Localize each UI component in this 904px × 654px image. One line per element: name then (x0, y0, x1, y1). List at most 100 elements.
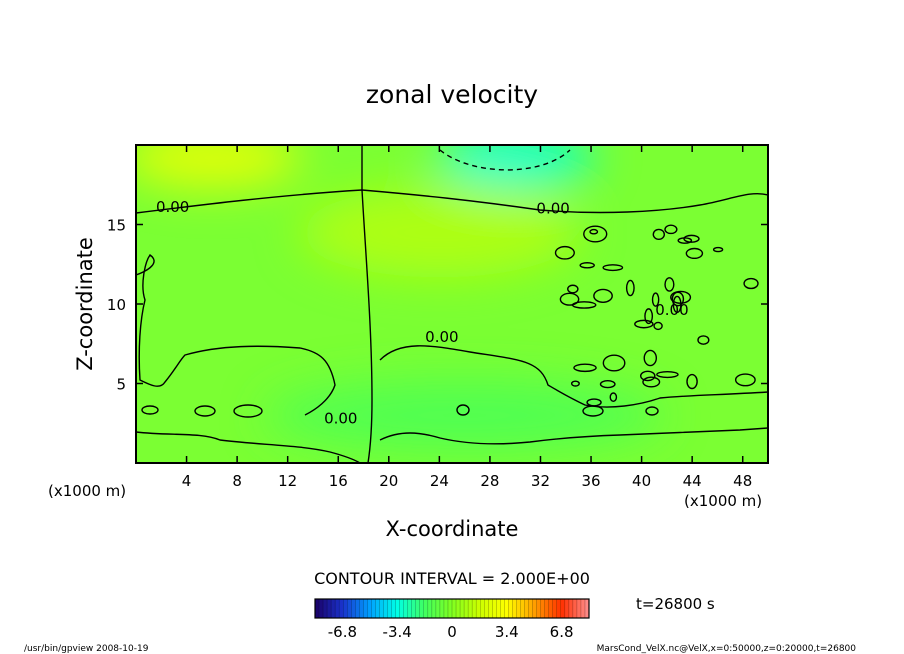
colorbar-cell (484, 599, 489, 618)
contour-cell (593, 288, 613, 303)
colorbar-cell (315, 599, 320, 618)
colorbar-cell (584, 599, 590, 618)
colorbar-cell (335, 599, 340, 618)
colorbar-cell (399, 599, 405, 618)
contour-cell (643, 349, 658, 367)
colorbar-cell (480, 599, 485, 618)
colorbar-cell (327, 599, 332, 618)
contour-cell (602, 354, 626, 372)
chart-title: zonal velocity (366, 80, 538, 109)
colorbar-tick-label: -6.8 (328, 623, 357, 641)
colorbar-cell (367, 599, 372, 618)
contour-cell (653, 321, 663, 331)
contour-cell (141, 405, 159, 415)
contour-line (379, 427, 768, 445)
colorbar-cell (427, 599, 433, 618)
colorbar-cell (456, 599, 461, 618)
x-tick-label: 24 (430, 472, 449, 490)
colorbar-cell (359, 599, 364, 618)
contour-cell (559, 292, 580, 306)
colorbar-cell (524, 599, 529, 618)
contour-interval-text: CONTOUR INTERVAL = 2.000E+00 (314, 569, 590, 588)
x-axis-label: X-coordinate (386, 517, 519, 541)
colorbar-cell (355, 599, 360, 618)
contour-cell (194, 405, 216, 417)
colorbar-cell (500, 599, 505, 618)
colorbar (314, 599, 590, 618)
contour-cell (554, 245, 575, 260)
colorbar-cell (443, 599, 449, 618)
contour-cell (656, 370, 679, 379)
contour-cell (570, 380, 580, 387)
colorbar-cell (540, 599, 546, 618)
colorbar-cell (520, 599, 525, 618)
colorbar-cell (407, 599, 413, 618)
x-tick-label: 4 (182, 472, 192, 490)
x-tick-label: 16 (329, 472, 348, 490)
contour-cell (712, 246, 724, 253)
x-unit-right: (x1000 m) (684, 492, 762, 510)
colorbar-cell (379, 599, 384, 618)
colorbar-cell (472, 599, 477, 618)
contour-cell (672, 295, 682, 314)
contour-cell (644, 308, 654, 325)
colorbar-cell (580, 599, 586, 618)
x-tick-label: 44 (683, 472, 702, 490)
field-region-positive-band-mid (299, 187, 580, 278)
contour-line (136, 254, 336, 416)
colorbar-cell (403, 599, 409, 618)
y-tick-label: 15 (107, 217, 126, 235)
contour-cell (664, 224, 678, 235)
colorbar-cell (447, 599, 453, 618)
colorbar-cell (552, 599, 558, 618)
colorbar-cell (516, 599, 521, 618)
colorbar-cell (508, 599, 513, 618)
y-tick-label: 5 (116, 376, 126, 394)
colorbar-tick-label: 6.8 (550, 623, 574, 641)
contour-cell (734, 373, 756, 387)
contour-cell (640, 370, 656, 382)
x-tick-label: 40 (632, 472, 651, 490)
contour-cell (664, 277, 675, 292)
contour-cell (579, 262, 595, 269)
x-tick-label: 32 (531, 472, 550, 490)
time-label: t=26800 s (636, 595, 715, 613)
y-axis-label: Z-coordinate (73, 237, 97, 371)
colorbar-cell (532, 599, 538, 618)
contour-cell (233, 404, 263, 418)
y-tick-label: 10 (107, 296, 126, 314)
x-tick-label: 48 (733, 472, 752, 490)
x-tick-label: 28 (480, 472, 499, 490)
colorbar-cell (512, 599, 517, 618)
x-axis-ticks: 4 8 12 16 20 24 28 32 36 40 44 48 (182, 145, 752, 490)
colorbar-cell (415, 599, 421, 618)
contour-cell (677, 237, 693, 244)
colorbar-cell (435, 599, 441, 618)
colorbar-cell (460, 599, 465, 618)
colorbar-cell (496, 599, 501, 618)
contour-label: 0.00 (324, 409, 357, 427)
y-axis-ticks: 5 10 15 (107, 217, 768, 394)
colorbar-tick-label: 0 (447, 623, 457, 641)
contour-cell (602, 264, 624, 272)
colorbar-cell (423, 599, 429, 618)
colorbar-cell (544, 599, 550, 618)
colorbar-cell (383, 599, 388, 618)
contour-labels: 0.00 0.00 0.00 0.00 0.00 (156, 198, 689, 427)
colorbar-cell (339, 599, 344, 618)
x-tick-label: 8 (232, 472, 242, 490)
colorbar-cell (572, 599, 578, 618)
field-region-negative-top-center (435, 145, 596, 188)
colorbar-cell (363, 599, 368, 618)
field-region-positive-top-left (136, 145, 302, 188)
contour-cell (697, 335, 710, 345)
colorbar-cell (476, 599, 481, 618)
contour-lines (136, 145, 768, 463)
contour-label: 0.00 (536, 199, 569, 217)
colorbar-cell (452, 599, 457, 618)
colorbar-cell (504, 599, 509, 618)
contour-cell (609, 392, 618, 403)
contour-cell (652, 228, 666, 240)
colorbar-cell (419, 599, 425, 618)
